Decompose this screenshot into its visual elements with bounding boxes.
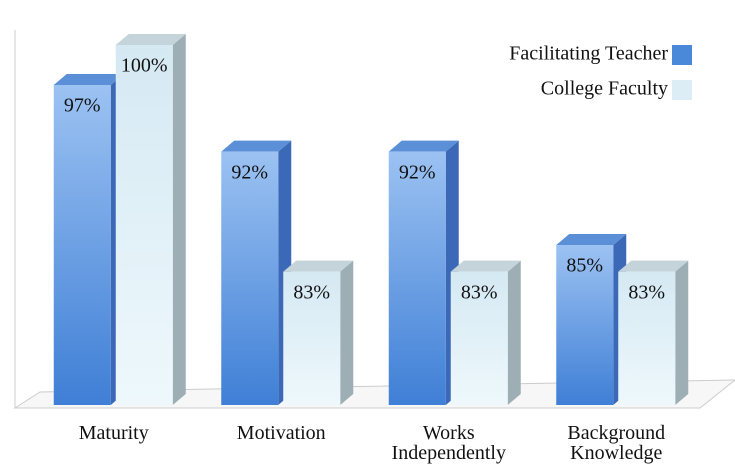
bar-top — [221, 140, 292, 152]
legend-label: College Faculty — [541, 78, 668, 100]
value-label: 100% — [121, 55, 168, 77]
value-label: 83% — [293, 281, 330, 303]
bar — [221, 151, 279, 405]
bar-top — [283, 260, 354, 272]
bar-side — [172, 34, 186, 405]
x-tick-label: Works Independently — [391, 422, 506, 464]
bar — [53, 85, 111, 405]
value-label: 85% — [566, 255, 603, 277]
legend-swatch — [672, 45, 692, 65]
bar-side — [507, 260, 521, 405]
bar-side — [675, 260, 689, 405]
bar-top — [53, 74, 124, 85]
bar — [115, 45, 173, 405]
bar-side — [340, 260, 354, 405]
x-tick-label: Background Knowledge — [567, 422, 666, 464]
value-label: 97% — [64, 95, 101, 117]
bar-top — [388, 140, 459, 152]
bar-top — [115, 34, 186, 45]
bar — [388, 151, 446, 405]
bar — [450, 271, 508, 405]
legend-swatch — [672, 80, 692, 100]
bar-top — [618, 260, 689, 272]
value-label: 92% — [399, 161, 436, 183]
x-tick-label: Motivation — [236, 422, 326, 444]
bar — [283, 271, 341, 405]
value-label: 83% — [461, 281, 498, 303]
value-label: 92% — [231, 161, 268, 183]
legend-label: Facilitating Teacher — [509, 43, 668, 65]
bar-top — [556, 234, 627, 245]
bar — [618, 271, 676, 405]
x-tick-label: Maturity — [78, 422, 149, 444]
bar — [556, 245, 614, 405]
value-label: 83% — [628, 281, 665, 303]
bar-top — [450, 260, 521, 272]
floor — [13, 379, 735, 409]
